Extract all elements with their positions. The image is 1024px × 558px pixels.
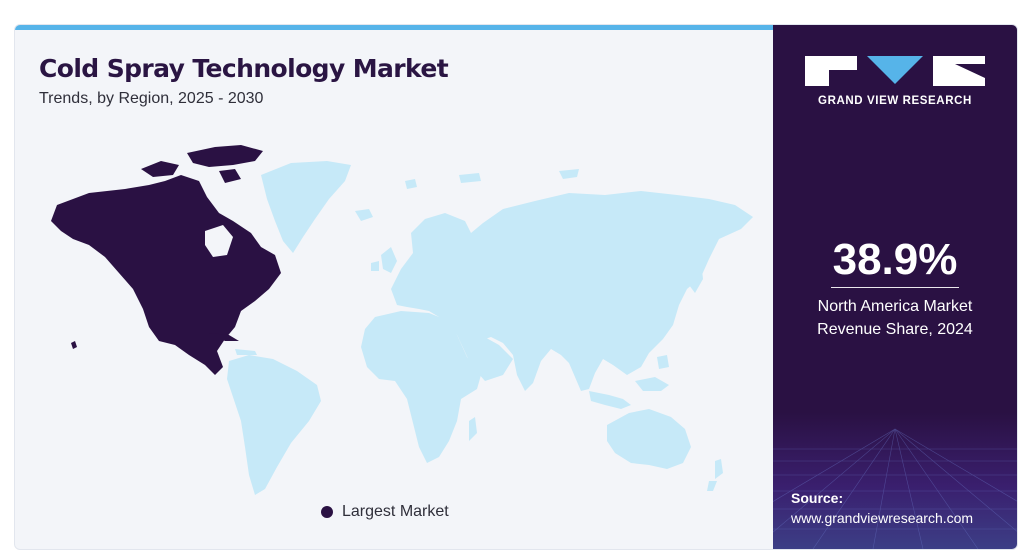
source-url[interactable]: www.grandviewresearch.com xyxy=(791,510,974,526)
caribbean-islands xyxy=(209,333,239,341)
greenland xyxy=(261,161,351,253)
brand-name: GRAND VIEW RESEARCH xyxy=(818,95,972,107)
legend-dot-icon xyxy=(321,506,333,518)
map-legend: Largest Market xyxy=(321,503,449,521)
australia xyxy=(607,409,691,469)
canadian-arctic-islands xyxy=(141,145,263,183)
hudson-bay xyxy=(205,225,233,257)
world-map xyxy=(51,145,753,495)
hawaii xyxy=(71,341,77,349)
infographic-card: Cold Spray Technology Market Trends, by … xyxy=(14,24,1018,550)
japan xyxy=(689,261,703,293)
stats-panel: GRAND VIEW RESEARCH 38.9% North America … xyxy=(773,25,1017,549)
page-title: Cold Spray Technology Market xyxy=(39,54,449,83)
decorative-grid xyxy=(773,428,1017,549)
stat-label-line-1: North America Market xyxy=(817,298,973,315)
other-regions xyxy=(227,161,753,495)
stat-value: 38.9% xyxy=(832,235,958,284)
arabian-peninsula xyxy=(459,335,513,381)
madagascar xyxy=(469,417,477,441)
stat-label: North America Market Revenue Share, 2024 xyxy=(773,295,1017,341)
accent-strip xyxy=(15,25,773,30)
map-panel: Cold Spray Technology Market Trends, by … xyxy=(15,25,773,549)
arctic-islands xyxy=(405,169,579,189)
page-subtitle: Trends, by Region, 2025 - 2030 xyxy=(39,90,264,107)
antilles xyxy=(235,349,257,355)
north-america xyxy=(51,175,281,375)
south-america xyxy=(227,355,321,495)
legend-label: Largest Market xyxy=(342,503,449,520)
africa xyxy=(361,311,481,463)
stat-label-line-2: Revenue Share, 2024 xyxy=(817,321,973,338)
british-isles xyxy=(371,247,397,273)
new-zealand xyxy=(707,459,723,491)
grand-view-research-logo xyxy=(805,56,985,86)
se-asia-islands xyxy=(589,355,669,409)
eurasia xyxy=(391,191,753,391)
stat-divider xyxy=(831,287,959,288)
iceland xyxy=(355,209,373,221)
largest-market-region xyxy=(51,145,281,375)
source-label: Source: xyxy=(791,490,844,506)
